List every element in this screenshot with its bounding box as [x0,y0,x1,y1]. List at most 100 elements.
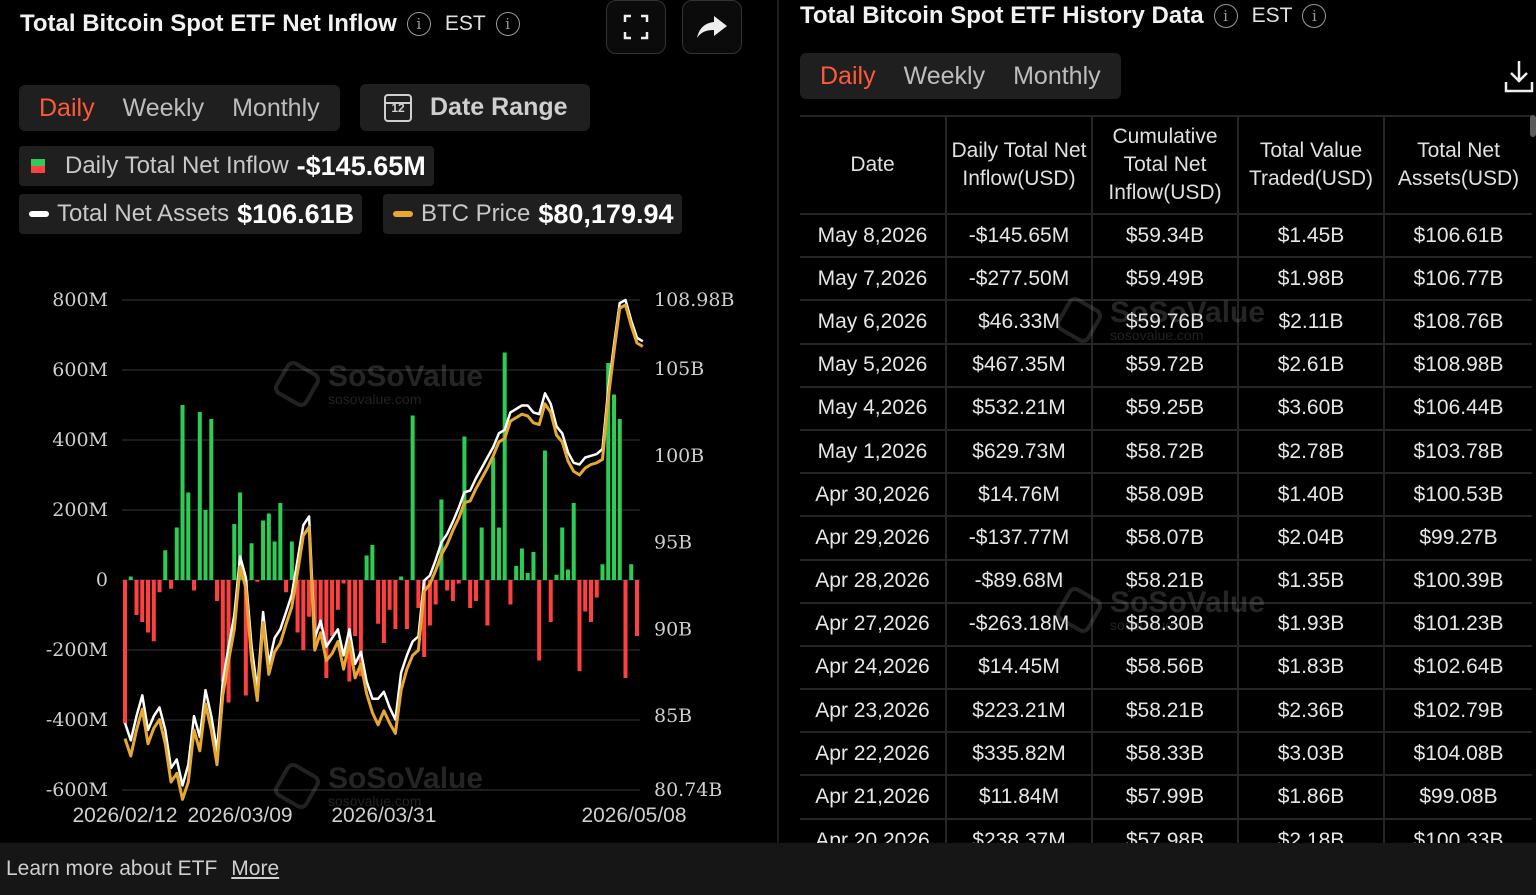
table-row[interactable]: May 8,2026 -$145.65M $59.34B $1.45B $106.61B [800,212,1532,258]
inflow-bar[interactable] [169,580,174,589]
inflow-bar[interactable] [278,503,283,580]
inflow-bar[interactable] [450,580,455,601]
inflow-bar[interactable] [468,580,473,608]
inflow-bar[interactable] [232,524,237,580]
col-header-daily-inflow[interactable]: Daily Total Net Inflow(USD) [946,115,1093,214]
table-row[interactable]: Apr 22,2026 $335.82M $58.33B $3.03B $104.08B [800,731,1532,776]
inflow-bar[interactable] [376,580,381,624]
inflow-bar[interactable] [479,527,484,581]
inflow-bar[interactable] [243,580,248,696]
tab-daily[interactable]: Daily [820,61,876,90]
inflow-bar[interactable] [387,580,392,610]
inflow-bar[interactable] [364,555,369,581]
inflow-bar[interactable] [174,527,179,581]
timezone-info-icon[interactable]: i [495,12,520,36]
inflow-bar[interactable] [370,545,375,580]
inflow-bar[interactable] [427,580,432,626]
inflow-bar[interactable] [272,541,277,581]
inflow-bar[interactable] [180,405,185,580]
inflow-bar[interactable] [577,580,582,671]
inflow-bar[interactable] [134,580,139,615]
inflow-bar[interactable] [508,580,513,605]
inflow-bar[interactable] [393,580,398,629]
inflow-bar[interactable] [209,419,214,580]
inflow-bar[interactable] [531,552,536,580]
inflow-bar[interactable] [335,580,340,610]
inflow-bar[interactable] [496,527,501,581]
col-header-net-assets[interactable]: Total Net Assets(USD) [1384,115,1532,214]
inflow-bar[interactable] [128,576,133,581]
table-row[interactable]: May 4,2026 $532.21M $59.25B $3.60B $106.44B [800,385,1532,430]
inflow-bar[interactable] [255,580,260,582]
table-row[interactable]: Apr 29,2026 -$137.77M $58.07B $2.04B $99.27B [800,515,1532,560]
inflow-bar[interactable] [571,503,576,580]
inflow-bar[interactable] [588,580,593,622]
inflow-bar[interactable] [307,580,312,617]
inflow-bar[interactable] [565,569,570,581]
inflow-bar[interactable] [422,580,427,657]
inflow-bar[interactable] [301,580,306,650]
inflow-bar[interactable] [542,450,547,581]
inflow-bar[interactable] [629,564,634,580]
inflow-bar[interactable] [266,513,271,581]
timezone-info-icon[interactable]: i [1302,4,1327,28]
inflow-bar[interactable] [358,580,363,677]
inflow-bar[interactable] [330,580,335,636]
inflow-bar[interactable] [623,580,628,678]
inflow-bar[interactable] [485,580,490,626]
net-assets-line[interactable] [123,298,644,787]
date-range-button[interactable]: 12 Date Range [360,84,590,131]
inflow-bar[interactable] [514,566,519,580]
inflow-bar[interactable] [462,436,467,581]
info-icon[interactable]: i [406,12,431,36]
inflow-bar[interactable] [611,394,617,581]
table-row[interactable]: Apr 21,2026 $11.84M $57.99B $1.86B $99.08B [800,774,1532,819]
inflow-bar[interactable] [289,541,294,581]
inflow-bar[interactable] [519,548,524,581]
inflow-bar[interactable] [215,580,220,601]
table-row[interactable]: Apr 28,2026 -$89.68M $58.21B $1.35B $100.39B [800,558,1532,603]
table-row[interactable]: Apr 30,2026 $14.76M $58.09B $1.40B $100.53B [800,472,1532,517]
inflow-bar[interactable] [192,580,197,591]
inflow-bar[interactable] [220,580,225,682]
inflow-bar[interactable] [634,580,640,636]
inflow-bar[interactable] [151,580,156,642]
table-row[interactable]: May 5,2026 $467.35M $59.72B $2.61B $108.98B [800,342,1532,387]
inflow-bar[interactable] [157,580,162,593]
table-row[interactable]: Apr 27,2026 -$263.18M $58.30B $1.93B $101.23… [800,601,1532,646]
inflow-bar[interactable] [456,580,461,584]
info-icon[interactable]: i [1213,4,1238,28]
inflow-bar[interactable] [548,580,553,622]
inflow-bar[interactable] [525,573,530,580]
inflow-bar[interactable] [381,580,386,643]
inflow-bar[interactable] [502,352,507,581]
fullscreen-button[interactable] [606,0,666,54]
tab-monthly[interactable]: Monthly [1013,61,1101,90]
inflow-bar[interactable] [600,564,605,580]
inflow-bar[interactable] [249,543,254,580]
tab-daily[interactable]: Daily [39,93,95,122]
col-header-date[interactable]: Date [800,115,947,214]
share-button[interactable] [682,0,742,54]
inflow-bar[interactable] [491,457,496,581]
inflow-bar[interactable] [554,574,559,580]
inflow-bar[interactable] [404,580,409,629]
inflow-bar[interactable] [324,580,329,678]
tab-weekly[interactable]: Weekly [122,93,205,122]
inflow-bar[interactable] [560,527,565,581]
col-header-cumulative-inflow[interactable]: Cumulative Total Net Inflow(USD) [1092,115,1239,214]
inflow-bar[interactable] [295,580,300,633]
inflow-bar[interactable] [318,580,323,629]
table-scrollbar[interactable] [1530,115,1536,137]
inflow-bar[interactable] [399,576,404,581]
net-inflow-chart[interactable]: 800M 600M 400M 200M 0 -200M -400M -600M 108.98B 1… [0,280,778,840]
inflow-bar[interactable] [416,580,421,608]
inflow-bar[interactable] [140,580,145,622]
inflow-bar[interactable] [410,415,415,581]
table-row[interactable]: May 7,2026 -$277.50M $59.49B $1.98B $106.77B [800,256,1532,301]
inflow-bar[interactable] [439,499,444,581]
inflow-bar[interactable] [606,363,611,580]
inflow-bar[interactable] [433,580,438,605]
inflow-bar[interactable] [186,492,191,581]
inflow-bar[interactable] [594,580,599,598]
